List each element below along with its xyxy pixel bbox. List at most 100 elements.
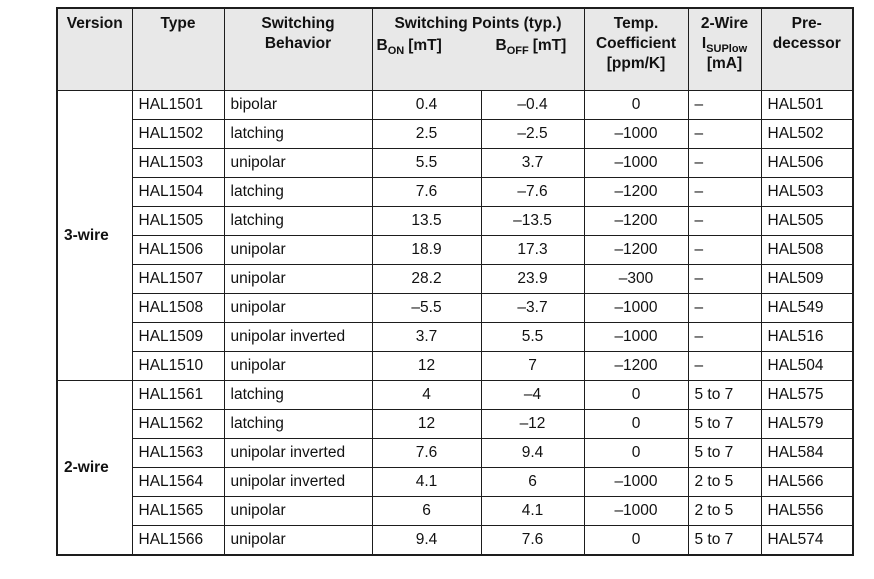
col-subheader-b-off: BOFF [mT] — [495, 36, 567, 58]
table-row: 2-wire HAL1561 latching 4 –4 0 5 to 7 HAL575 — [56, 380, 854, 556]
predecessor-label-line1: Pre- — [791, 15, 822, 32]
predecessor-cell: HAL574 — [760, 525, 854, 556]
predecessor-cell: HAL584 — [760, 438, 854, 468]
isup-cell: – — [687, 119, 762, 149]
isup-cell: – — [687, 351, 762, 381]
b-off-cell: –2.5 — [480, 119, 585, 149]
type-cell: HAL1507 — [131, 264, 225, 294]
isup-cell: – — [687, 322, 762, 352]
predecessor-cell: HAL579 — [760, 409, 854, 439]
behavior-cell: latching — [223, 380, 373, 410]
temp-coeff-cell: 0 — [583, 90, 689, 120]
b-off-cell: 7 — [480, 351, 585, 381]
behavior-cell: unipolar — [223, 351, 373, 381]
b-off-cell: 3.7 — [480, 148, 585, 178]
b-on-unit: [mT] — [408, 37, 442, 54]
b-on-cell: 18.9 — [371, 235, 482, 265]
b-off-symbol: B — [495, 37, 507, 54]
table-row: HAL1506 unipolar 18.9 17.3 –1200– HAL508 — [57, 235, 854, 265]
b-on-cell: 2.5 — [371, 119, 482, 149]
table-row: HAL1508 unipolar –5.5 –3.7 –1000– HAL549 — [57, 293, 854, 323]
b-off-unit: [mT] — [532, 37, 567, 54]
col-header-version: Version — [56, 7, 133, 91]
b-off-cell: –4 — [480, 380, 585, 410]
table-row: HAL1503 unipolar 5.5 3.7 –1000– HAL506 — [57, 148, 854, 178]
behavior-cell: unipolar — [223, 293, 373, 323]
type-cell: HAL1563 — [131, 438, 225, 468]
table-row: HAL1504 latching 7.6 –7.6 –1200– HAL503 — [57, 177, 854, 207]
table-row: HAL1505 latching 13.5 –13.5 –1200– HAL505 — [57, 206, 854, 236]
temp-label-line2: Coefficient — [595, 35, 677, 52]
b-on-cell: 28.2 — [371, 264, 482, 294]
temp-label-unit: [ppm/K] — [606, 55, 666, 72]
temp-coeff-cell: 0 — [583, 380, 689, 410]
temp-coeff-cell: –1000 — [583, 148, 689, 178]
predecessor-cell: HAL509 — [760, 264, 854, 294]
behavior-cell: unipolar inverted — [223, 322, 373, 352]
type-cell: HAL1508 — [131, 293, 225, 323]
behavior-cell: unipolar inverted — [223, 438, 373, 468]
predecessor-cell: HAL508 — [760, 235, 854, 265]
predecessor-cell: HAL516 — [760, 322, 854, 352]
temp-coeff-cell: –1200 — [583, 206, 689, 236]
b-on-cell: 3.7 — [371, 322, 482, 352]
b-on-cell: 7.6 — [371, 438, 482, 468]
predecessor-cell: HAL549 — [760, 293, 854, 323]
type-cell: HAL1501 — [131, 90, 225, 120]
isup-cell: – — [687, 264, 762, 294]
behavior-cell: unipolar — [223, 235, 373, 265]
table-body: 3-wire HAL1501 bipolar 0.4 –0.4 0– HAL501 HAL15… — [56, 90, 854, 556]
isup-symbol-group: ISUPlow — [701, 35, 748, 56]
predecessor-cell: HAL556 — [760, 496, 854, 526]
col-header-type: Type — [131, 7, 225, 91]
temp-coeff-cell: –1000 — [583, 467, 689, 497]
col-header-version-label: Version — [66, 15, 123, 32]
behavior-cell: latching — [223, 119, 373, 149]
behavior-cell: unipolar — [223, 525, 373, 556]
version-cell: 3-wire — [56, 90, 133, 381]
b-off-cell: 17.3 — [480, 235, 585, 265]
sensor-spec-table: Version Type Switching Behavior Switchin… — [56, 7, 854, 556]
isup-cell: 5 to 7 — [687, 525, 762, 556]
type-cell: HAL1564 — [131, 467, 225, 497]
b-off-cell: 5.5 — [480, 322, 585, 352]
isup-cell: – — [687, 148, 762, 178]
b-off-cell: 4.1 — [480, 496, 585, 526]
table-row: HAL1509 unipolar inverted 3.7 5.5 –1000– HAL5… — [57, 322, 854, 352]
b-on-cell: 12 — [371, 409, 482, 439]
behavior-cell: unipolar — [223, 496, 373, 526]
b-off-cell: –13.5 — [480, 206, 585, 236]
isup-cell: – — [687, 177, 762, 207]
temp-coeff-cell: –1000 — [583, 496, 689, 526]
version-cell: 2-wire — [56, 380, 133, 556]
b-off-subscript: OFF — [506, 45, 529, 58]
temp-coeff-cell: –1200 — [583, 351, 689, 381]
b-off-cell: –3.7 — [480, 293, 585, 323]
b-off-cell: –7.6 — [480, 177, 585, 207]
isup-symbol: I — [701, 35, 707, 52]
isup-subscript: SUPlow — [706, 43, 748, 56]
b-on-cell: 0.4 — [371, 90, 482, 120]
b-on-cell: 4.1 — [371, 467, 482, 497]
isup-cell: – — [687, 293, 762, 323]
isup-unit: [mA] — [706, 55, 743, 72]
predecessor-cell: HAL502 — [760, 119, 854, 149]
behavior-label-line1: Switching — [261, 15, 335, 32]
type-cell: HAL1510 — [131, 351, 225, 381]
b-on-cell: 9.4 — [371, 525, 482, 556]
type-cell: HAL1504 — [131, 177, 225, 207]
behavior-cell: latching — [223, 177, 373, 207]
wire-label-line1: 2-Wire — [700, 15, 749, 32]
isup-cell: 2 to 5 — [687, 496, 762, 526]
behavior-cell: latching — [223, 409, 373, 439]
table-header: Version Type Switching Behavior Switchin… — [56, 7, 854, 91]
type-cell: HAL1565 — [131, 496, 225, 526]
col-header-switching-points: Switching Points (typ.) BON [mT] BOFF [mT] — [371, 7, 585, 91]
temp-coeff-cell: –1200 — [583, 235, 689, 265]
b-on-symbol: B — [376, 37, 388, 54]
table-row: HAL1563 unipolar inverted 7.6 9.4 0 5 to 7 HAL… — [57, 438, 854, 468]
table-row: HAL1566 unipolar 9.4 7.6 0 5 to 7 HAL574 — [57, 525, 854, 556]
predecessor-cell: HAL575 — [760, 380, 854, 410]
isup-cell: 2 to 5 — [687, 467, 762, 497]
col-header-type-label: Type — [160, 15, 196, 32]
